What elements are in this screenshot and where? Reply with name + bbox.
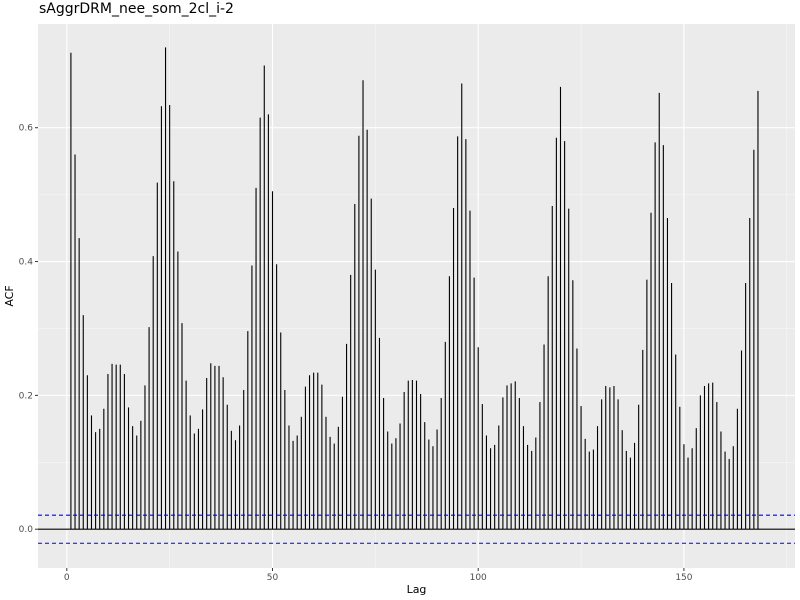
chart-title: sAggrDRM_nee_som_2cl_i-2 [39,1,234,17]
y-tick-label: 0.6 [19,124,34,134]
y-axis-title: ACF [3,285,16,306]
x-tick-label: 100 [470,573,487,583]
x-tick-label: 0 [64,573,70,583]
y-tick-label: 0.0 [19,525,34,535]
x-tick-label: 150 [675,573,692,583]
x-axis-ticks: 0 50 100 150 [64,568,693,583]
y-tick-label: 0.4 [19,258,34,268]
acf-bars [70,47,759,530]
x-axis-title: Lag [407,583,427,596]
y-axis-ticks: 0.0 0.2 0.4 0.6 [19,124,38,535]
x-tick-label: 50 [267,573,279,583]
y-tick-label: 0.2 [19,391,33,401]
